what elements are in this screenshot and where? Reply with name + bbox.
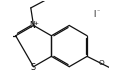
- Text: O: O: [99, 60, 105, 66]
- Text: ⁻: ⁻: [96, 10, 99, 15]
- Text: S: S: [31, 63, 36, 72]
- Text: +: +: [33, 21, 38, 26]
- Text: N: N: [30, 21, 35, 30]
- Text: I: I: [93, 10, 95, 19]
